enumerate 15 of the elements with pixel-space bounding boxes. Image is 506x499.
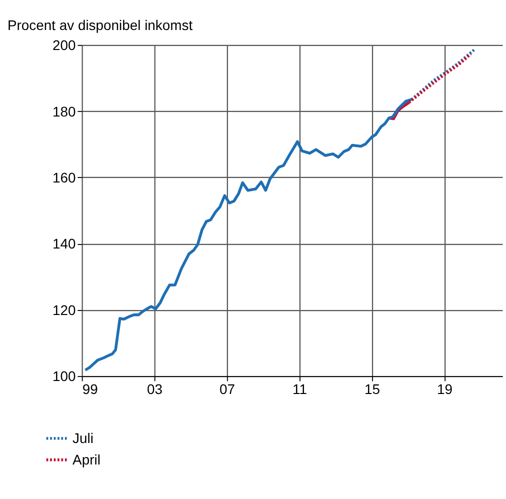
y-tick-label: 160 xyxy=(52,170,76,186)
legend-label: Juli xyxy=(72,430,94,446)
x-tick-label: 99 xyxy=(82,381,98,398)
y-tick-label: 200 xyxy=(52,37,76,54)
x-tick-label: 07 xyxy=(220,381,236,398)
legend-label: April xyxy=(72,451,100,468)
x-tick-label: 19 xyxy=(436,381,453,398)
y-tick-label: 100 xyxy=(52,368,76,384)
x-tick-label: 15 xyxy=(364,381,380,398)
y-tick-label: 120 xyxy=(52,302,76,318)
chart-subtitle: Procent av disponibel inkomst xyxy=(7,17,193,34)
y-tick-label: 180 xyxy=(52,103,76,120)
y-tick-label: 140 xyxy=(52,236,76,252)
x-tick-label: 03 xyxy=(147,381,163,398)
x-tick-label: 11 xyxy=(292,381,308,398)
